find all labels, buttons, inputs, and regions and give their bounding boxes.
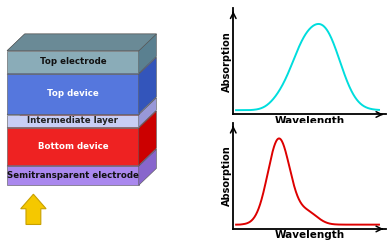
Y-axis label: Absorption: Absorption [222,31,232,92]
Polygon shape [139,34,156,73]
Polygon shape [21,194,46,224]
Polygon shape [7,128,139,165]
Polygon shape [7,58,156,74]
X-axis label: Wavelength: Wavelength [275,230,345,240]
Y-axis label: Absorption: Absorption [222,146,232,206]
Polygon shape [139,111,156,165]
Polygon shape [139,98,156,127]
Text: Top device: Top device [47,89,99,98]
Text: Bottom device: Bottom device [38,142,108,151]
Polygon shape [7,34,156,51]
Polygon shape [139,149,156,185]
X-axis label: Wavelength: Wavelength [275,116,345,126]
Polygon shape [139,58,156,114]
Polygon shape [7,115,139,127]
Polygon shape [7,166,139,185]
Polygon shape [7,51,139,73]
Text: Intermediate layer: Intermediate layer [27,116,118,125]
Text: Semitransparent electrode: Semitransparent electrode [7,171,139,180]
Polygon shape [7,74,139,114]
Polygon shape [7,111,156,128]
Text: Top electrode: Top electrode [40,57,106,67]
Polygon shape [7,149,156,166]
Polygon shape [7,34,156,51]
Polygon shape [7,98,156,115]
